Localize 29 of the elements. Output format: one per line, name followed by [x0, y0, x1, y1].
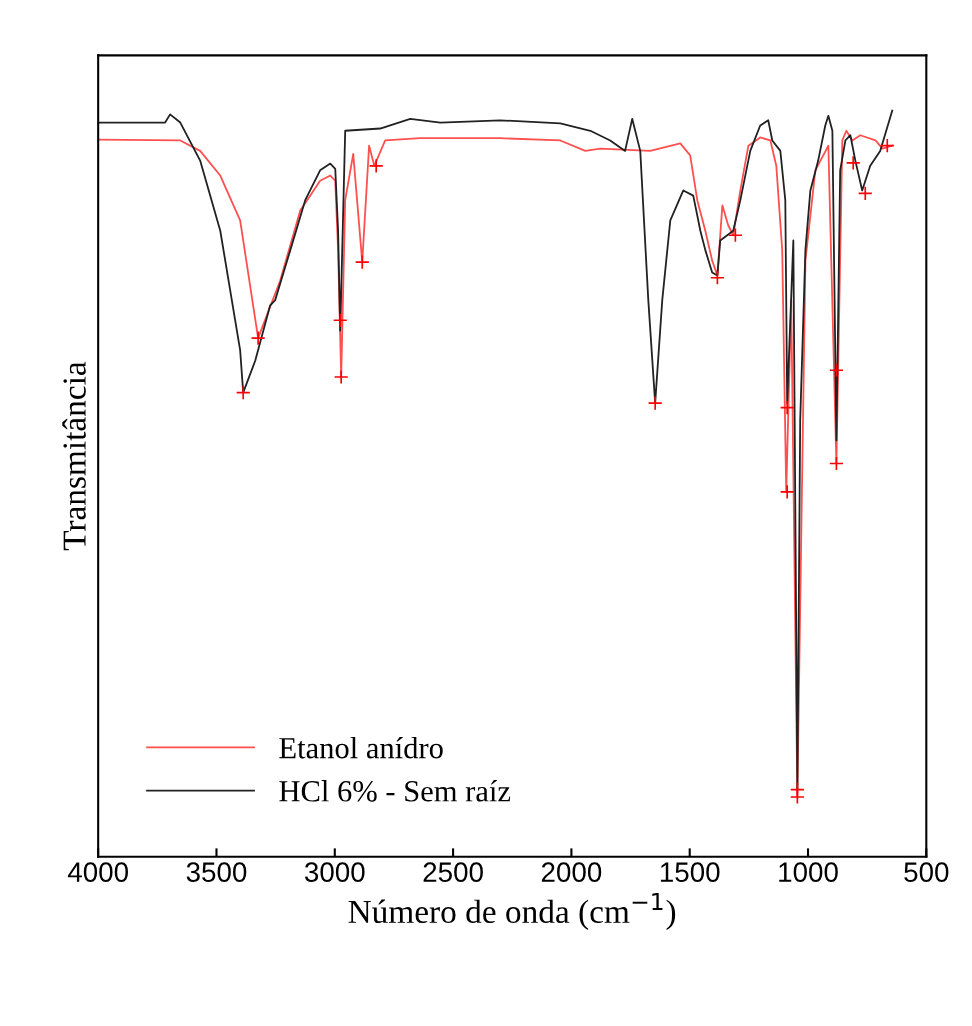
y-axis-title: Transmitância: [62, 361, 86, 551]
point: [709, 270, 725, 286]
x-tick-label: 1000: [779, 862, 838, 882]
x-tick-label: 2500: [423, 862, 483, 882]
point: [647, 395, 663, 411]
point: [779, 400, 795, 415]
point: [828, 456, 844, 471]
point: [828, 362, 844, 378]
x-tick-label: 1500: [660, 862, 720, 882]
point: [332, 312, 348, 328]
x-tick-label: 500: [904, 862, 949, 882]
point: [857, 186, 873, 201]
legend-label: Etanol anídro: [279, 736, 443, 759]
x-tick-label: 2000: [541, 862, 602, 882]
x-axis-title: Número de onda (cm$^{−1}$): [348, 893, 676, 930]
x-tick-label: 3000: [304, 862, 365, 882]
point: [368, 158, 384, 174]
point: [779, 484, 795, 500]
point: [235, 385, 251, 401]
point: [354, 254, 370, 270]
point: [250, 330, 266, 346]
point: [879, 138, 895, 154]
point: [845, 155, 861, 171]
point: [727, 227, 743, 243]
legend-label: HCl 6% - Sem raíz: [279, 780, 511, 802]
point: [789, 789, 805, 805]
point: [333, 369, 349, 385]
x-tick-label: 3500: [186, 862, 247, 882]
x-tick-label: 4000: [67, 862, 128, 882]
